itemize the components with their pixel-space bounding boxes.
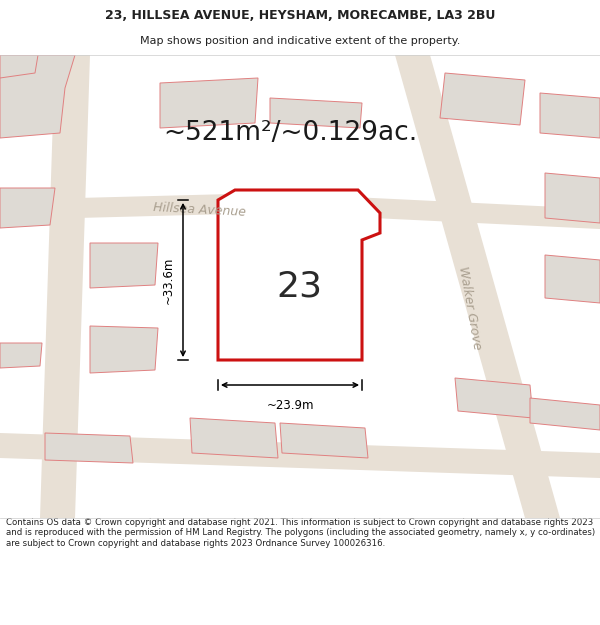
Polygon shape <box>280 423 368 458</box>
Polygon shape <box>270 98 362 128</box>
Polygon shape <box>218 190 380 360</box>
Polygon shape <box>530 398 600 430</box>
Polygon shape <box>0 343 42 368</box>
Polygon shape <box>40 55 90 518</box>
Polygon shape <box>0 193 600 230</box>
Polygon shape <box>90 326 158 373</box>
Polygon shape <box>0 55 75 138</box>
Polygon shape <box>0 188 55 228</box>
Polygon shape <box>45 433 133 463</box>
Text: Walker Grove: Walker Grove <box>456 265 484 351</box>
Polygon shape <box>395 55 560 518</box>
Polygon shape <box>190 418 278 458</box>
Polygon shape <box>540 93 600 138</box>
Polygon shape <box>455 378 533 418</box>
Polygon shape <box>440 73 525 125</box>
Text: Map shows position and indicative extent of the property.: Map shows position and indicative extent… <box>140 36 460 46</box>
Text: ~33.6m: ~33.6m <box>162 256 175 304</box>
Polygon shape <box>0 55 38 78</box>
Polygon shape <box>90 243 158 288</box>
Text: ~521m²/~0.129ac.: ~521m²/~0.129ac. <box>163 120 417 146</box>
Polygon shape <box>545 173 600 223</box>
Polygon shape <box>545 255 600 303</box>
Polygon shape <box>160 78 258 128</box>
Text: 23, HILLSEA AVENUE, HEYSHAM, MORECAMBE, LA3 2BU: 23, HILLSEA AVENUE, HEYSHAM, MORECAMBE, … <box>105 9 495 22</box>
Text: Contains OS data © Crown copyright and database right 2021. This information is : Contains OS data © Crown copyright and d… <box>6 518 595 548</box>
Text: 23: 23 <box>276 269 322 304</box>
Text: ~23.9m: ~23.9m <box>266 399 314 412</box>
Polygon shape <box>0 433 600 478</box>
Text: Hillsea Avenue: Hillsea Avenue <box>153 201 247 219</box>
